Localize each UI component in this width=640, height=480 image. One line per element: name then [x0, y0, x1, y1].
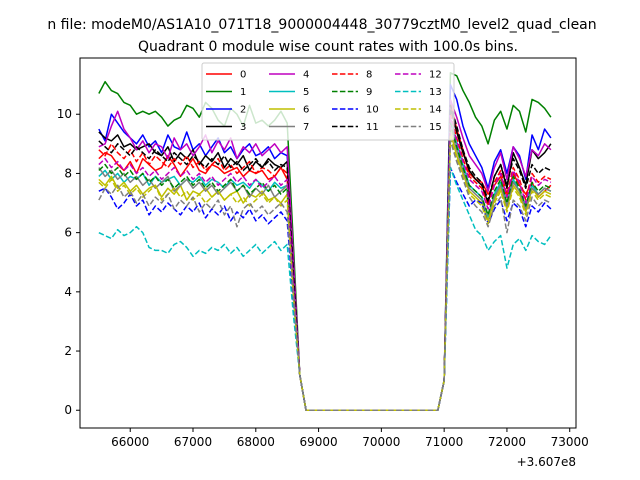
- y-axis: 0 2 4 6 8 10: [57, 107, 80, 417]
- legend-label-15: 15: [429, 122, 442, 133]
- series-lines: [98, 72, 552, 411]
- legend-label-13: 13: [429, 87, 442, 98]
- legend-label-14: 14: [429, 105, 442, 116]
- chart-title: Quadrant 0 module wise count rates with …: [138, 39, 518, 55]
- legend-box: [201, 62, 455, 141]
- legend-label-0: 0: [240, 70, 246, 81]
- legend-label-7: 7: [303, 122, 309, 133]
- x-tick-label: 69000: [299, 435, 337, 449]
- legend-label-8: 8: [366, 70, 372, 81]
- plot-border: [79, 57, 577, 429]
- legend-label-10: 10: [366, 105, 379, 116]
- legend-label-5: 5: [303, 87, 309, 98]
- y-tick-label: 10: [57, 107, 72, 121]
- legend-label-4: 4: [303, 70, 309, 81]
- y-tick-label: 0: [64, 403, 72, 417]
- legend-label-1: 1: [240, 87, 246, 98]
- x-tick-label: 72000: [488, 435, 526, 449]
- legend-label-12: 12: [429, 70, 442, 81]
- x-tick-label: 70000: [362, 435, 400, 449]
- x-axis: 66000 67000 68000 69000 70000 71000 72000 73000: [111, 428, 589, 449]
- legend-label-3: 3: [240, 122, 246, 133]
- series-line-15: [98, 140, 552, 411]
- x-tick-label: 73000: [551, 435, 589, 449]
- legend-label-9: 9: [366, 87, 372, 98]
- y-tick-label: 4: [64, 285, 72, 299]
- x-axis-offset-label: +3.607e8: [517, 455, 576, 469]
- y-tick-label: 2: [64, 344, 72, 358]
- x-tick-label: 66000: [111, 435, 149, 449]
- legend-label-2: 2: [240, 105, 246, 116]
- y-tick-label: 8: [64, 166, 72, 180]
- x-tick-label: 68000: [237, 435, 275, 449]
- y-tick-label: 6: [64, 226, 72, 240]
- series-line-14: [98, 134, 552, 411]
- figure-suptitle: n file: modeM0/AS1A10_071T18_9000004448_…: [47, 17, 596, 33]
- legend-label-6: 6: [303, 105, 309, 116]
- x-tick-label: 71000: [425, 435, 463, 449]
- x-tick-label: 67000: [174, 435, 212, 449]
- legend-label-11: 11: [366, 122, 379, 133]
